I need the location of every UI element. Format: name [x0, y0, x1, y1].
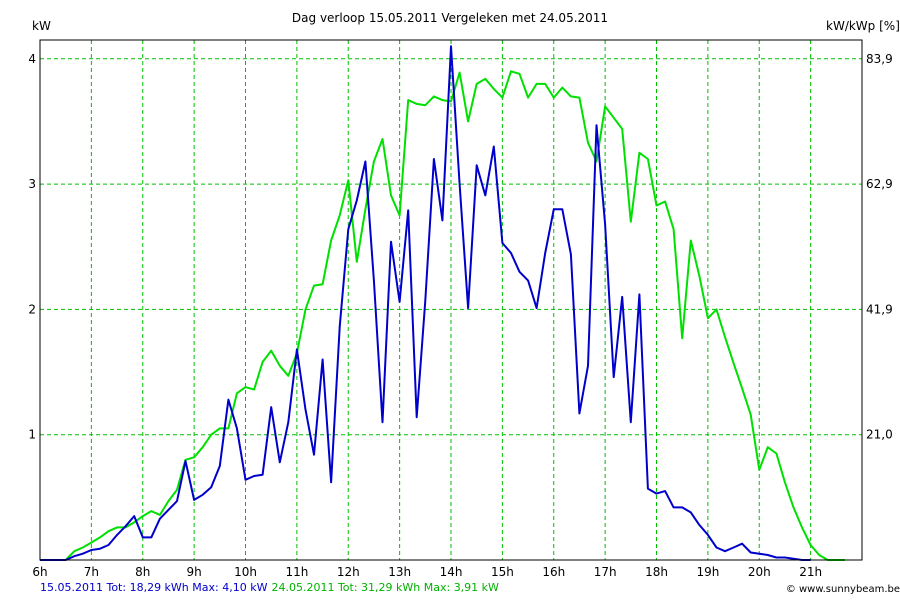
legend-series-15-05: 15.05.2011 Tot: 18,29 kWh Max: 4,10 kW — [40, 581, 268, 594]
x-tick-label-7: 13h — [388, 565, 411, 579]
grid — [40, 40, 862, 560]
y-axis-right-label: kW/kWp [%] — [826, 19, 900, 33]
y-right-tick-label-1: 41,9 — [866, 302, 893, 316]
credit-text: © www.sunnybeam.be — [785, 584, 900, 595]
x-tick-label-10: 16h — [542, 565, 565, 579]
series-layer — [40, 45, 845, 561]
x-tick-label-13: 19h — [696, 565, 719, 579]
footer-legend: 15.05.2011 Tot: 18,29 kWh Max: 4,10 kW 24… — [40, 581, 503, 594]
x-tick-label-5: 11h — [285, 565, 308, 579]
y-right-tick-label-3: 83,9 — [866, 52, 893, 66]
x-tick-label-8: 14h — [440, 565, 463, 579]
x-tick-label-11: 17h — [594, 565, 617, 579]
y-right-tick-label-0: 21,0 — [866, 428, 893, 442]
x-tick-label-4: 10h — [234, 565, 257, 579]
x-tick-label-15: 21h — [799, 565, 822, 579]
y-right-tick-label-2: 62,9 — [866, 177, 893, 191]
series-line-15-05-2011 — [40, 45, 811, 561]
x-tick-label-0: 6h — [32, 565, 47, 579]
x-tick-label-9: 15h — [491, 565, 514, 579]
chart-title: Dag verloop 15.05.2011 Vergeleken met 24… — [292, 11, 608, 25]
x-tick-label-14: 20h — [748, 565, 771, 579]
legend-series-24-05: 24.05.2011 Tot: 31,29 kWh Max: 3,91 kW — [271, 581, 499, 594]
x-tick-label-1: 7h — [84, 565, 99, 579]
series-line-24-05-2011 — [40, 70, 845, 561]
plot-frame — [39, 39, 863, 561]
y-left-tick-label-2: 3 — [28, 177, 36, 191]
x-tick-label-3: 9h — [187, 565, 202, 579]
y-axis-left-label: kW — [32, 19, 51, 33]
tick-labels: 6h 7h 8h 9h 10h 11h 12h 13h 14h 15h 16h 17h 18h 19h 20… — [28, 52, 892, 579]
y-left-tick-label-3: 4 — [28, 52, 36, 66]
x-tick-label-6: 12h — [337, 565, 360, 579]
y-left-tick-label-0: 1 — [28, 428, 36, 442]
x-tick-label-12: 18h — [645, 565, 668, 579]
y-left-tick-label-1: 2 — [28, 302, 36, 316]
x-tick-label-2: 8h — [135, 565, 150, 579]
